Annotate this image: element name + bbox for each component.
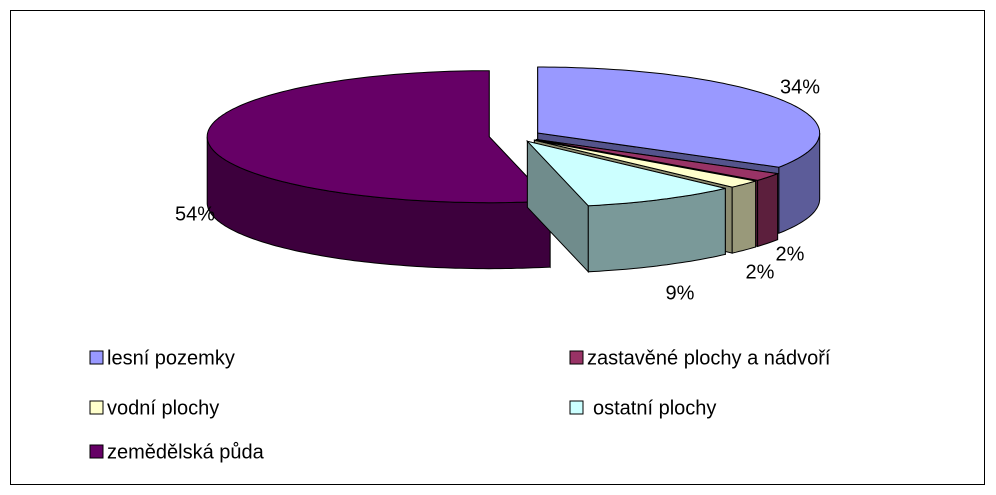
data-label: 2%: [746, 261, 775, 283]
data-label: 54%: [175, 203, 215, 225]
legend-label: zastavěné plochy a nádvoří: [587, 347, 831, 369]
slice-side: [757, 172, 779, 248]
legend-label: lesní pozemky: [107, 347, 235, 369]
slice-side: [731, 180, 757, 254]
legend-swatch: [89, 444, 104, 459]
data-label: 2%: [776, 243, 805, 265]
data-label: 34%: [780, 76, 820, 98]
pie-slice: [206, 70, 552, 270]
legend-swatch: [569, 350, 584, 365]
slice-top: [534, 139, 756, 188]
legend-label: ostatní plochy: [593, 397, 716, 419]
slice-top: [206, 70, 552, 204]
legend-swatch: [89, 400, 104, 415]
pie-slice: [525, 140, 726, 274]
legend-swatch: [89, 350, 104, 365]
slice-top: [525, 140, 726, 207]
data-label: 9%: [666, 282, 695, 304]
slice-top: [536, 139, 780, 181]
legend-label: zemědělská půda: [107, 441, 265, 463]
slice-top: [537, 66, 821, 168]
legend-label: vodní plochy: [107, 397, 219, 419]
legend-swatch: [569, 400, 584, 415]
